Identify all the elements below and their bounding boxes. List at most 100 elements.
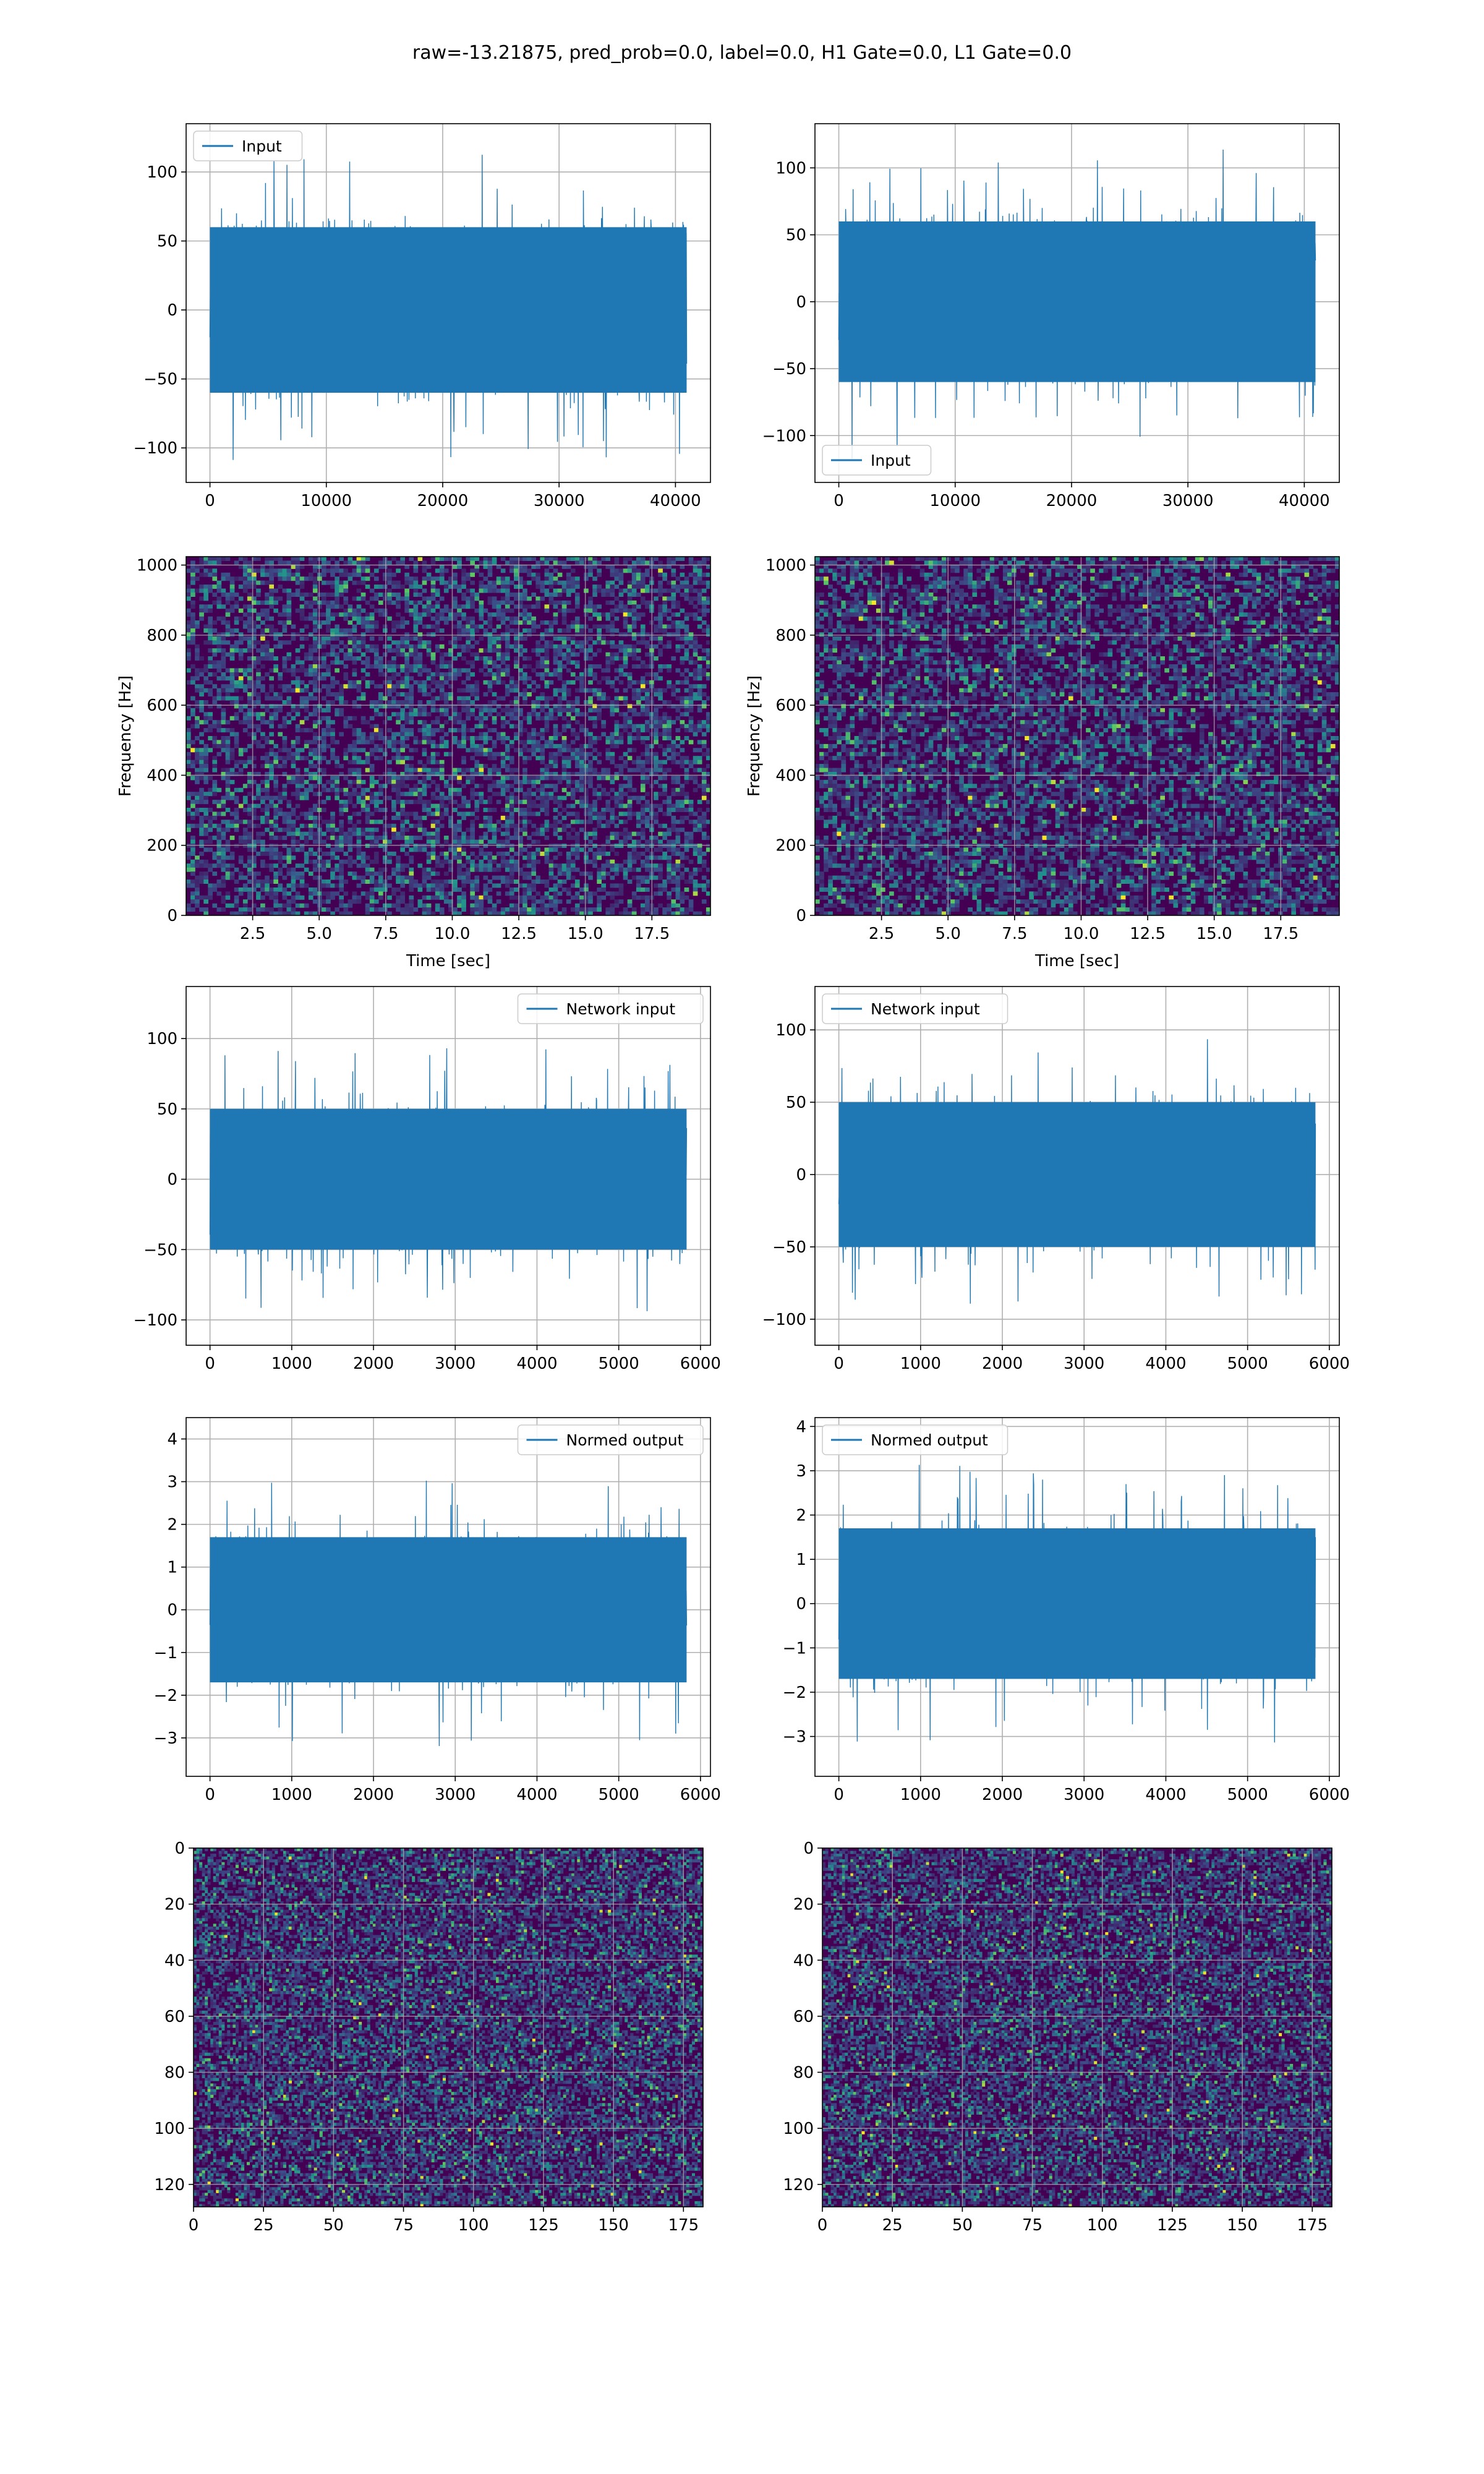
heatmap-cell xyxy=(510,716,514,721)
heatmap-cell xyxy=(339,692,344,696)
heatmap-cell xyxy=(396,700,401,704)
heatmap-cell xyxy=(357,596,362,601)
heatmap-cell xyxy=(226,576,231,581)
heatmap-cell xyxy=(444,581,449,585)
heatmap-cell xyxy=(680,672,685,677)
x-tick-label: 10000 xyxy=(929,492,981,510)
heatmap-cell xyxy=(641,724,646,729)
heatmap-cell xyxy=(562,680,567,685)
heatmap-cell xyxy=(492,716,497,721)
heatmap-cell xyxy=(391,688,396,693)
heatmap-cell xyxy=(226,609,231,613)
heatmap-cell xyxy=(684,593,689,597)
heatmap-cell xyxy=(343,656,348,661)
heatmap-cell xyxy=(579,684,584,688)
heatmap-cell xyxy=(365,664,370,669)
heatmap-cell xyxy=(396,732,401,737)
heatmap-cell xyxy=(457,584,462,589)
heatmap-cell xyxy=(304,593,309,597)
heatmap-cell xyxy=(658,724,663,729)
heatmap-cell xyxy=(592,557,597,561)
heatmap-cell xyxy=(505,636,510,641)
heatmap-cell xyxy=(427,760,432,764)
heatmap-cell xyxy=(269,584,274,589)
heatmap-cell xyxy=(702,744,707,748)
heatmap-cell xyxy=(230,728,235,732)
heatmap-cell xyxy=(217,560,222,565)
heatmap-cell xyxy=(492,557,497,561)
heatmap-cell xyxy=(588,644,593,649)
heatmap-cell xyxy=(610,700,615,704)
heatmap-cell xyxy=(348,724,353,729)
heatmap-cell xyxy=(400,700,405,704)
heatmap-cell xyxy=(645,680,650,685)
heatmap-cell xyxy=(680,748,685,752)
heatmap-cell xyxy=(457,625,462,629)
heatmap-cell xyxy=(693,573,698,577)
heatmap-cell xyxy=(400,625,405,629)
heatmap-cell xyxy=(641,636,646,641)
heatmap-cell xyxy=(658,640,663,644)
heatmap-cell xyxy=(422,688,427,693)
heatmap-cell xyxy=(309,601,313,605)
heatmap-cell xyxy=(374,748,379,752)
heatmap-cell xyxy=(435,620,440,625)
heatmap-cell xyxy=(492,644,497,649)
heatmap-cell xyxy=(418,656,423,661)
heatmap-cell xyxy=(217,661,222,665)
heatmap-cell xyxy=(501,632,506,636)
heatmap-cell xyxy=(260,720,265,724)
heatmap-cell xyxy=(365,661,370,665)
heatmap-cell xyxy=(199,573,204,577)
heatmap-cell xyxy=(400,648,405,653)
heatmap-cell xyxy=(527,712,532,716)
heatmap-cell xyxy=(632,696,637,701)
heatmap-cell xyxy=(527,656,532,661)
heatmap-cell xyxy=(667,768,672,773)
heatmap-cell xyxy=(234,700,239,704)
heatmap-cell xyxy=(247,664,252,669)
heatmap-cell xyxy=(278,672,283,677)
heatmap-cell xyxy=(702,601,707,605)
heatmap-cell xyxy=(592,724,597,729)
heatmap-cell xyxy=(457,604,462,609)
heatmap-cell xyxy=(273,708,278,713)
heatmap-cell xyxy=(697,576,702,581)
heatmap-cell xyxy=(527,632,532,636)
heatmap-cell xyxy=(527,628,532,633)
heatmap-cell xyxy=(470,768,475,773)
heatmap-cell xyxy=(212,557,217,561)
heatmap-cell xyxy=(422,740,427,744)
heatmap-cell xyxy=(300,728,305,732)
heatmap-cell xyxy=(697,589,702,593)
heatmap-cell xyxy=(562,636,567,641)
heatmap-cell xyxy=(203,728,208,732)
heatmap-cell xyxy=(400,716,405,721)
heatmap-cell xyxy=(584,700,589,704)
heatmap-cell xyxy=(662,604,667,609)
heatmap-cell xyxy=(309,604,313,609)
heatmap-cell xyxy=(431,632,436,636)
heatmap-cell xyxy=(662,736,667,740)
heatmap-cell xyxy=(309,760,313,764)
heatmap-cell xyxy=(383,560,388,565)
heatmap-cell xyxy=(217,636,222,641)
heatmap-cell xyxy=(575,720,580,724)
heatmap-cell xyxy=(283,724,288,729)
heatmap-cell xyxy=(418,688,423,693)
heatmap-cell xyxy=(628,581,633,585)
heatmap-cell xyxy=(497,676,501,680)
heatmap-cell xyxy=(553,668,558,672)
heatmap-cell xyxy=(623,653,628,657)
heatmap-cell xyxy=(260,756,265,760)
heatmap-cell xyxy=(628,584,633,589)
heatmap-cell xyxy=(234,576,239,581)
heatmap-cell xyxy=(234,740,239,744)
heatmap-cell xyxy=(575,557,580,561)
heatmap-cell xyxy=(396,612,401,617)
heatmap-cell xyxy=(414,748,419,752)
heatmap-cell xyxy=(619,740,624,744)
heatmap-cell xyxy=(409,748,414,752)
heatmap-cell xyxy=(435,680,440,685)
heatmap-cell xyxy=(597,708,602,713)
